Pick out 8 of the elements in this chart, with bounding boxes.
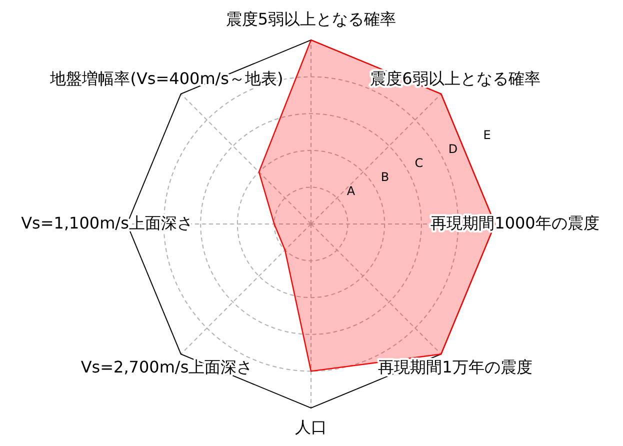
y-tick-label: E (483, 128, 491, 142)
y-tick-label: C (414, 156, 424, 170)
y-tick-label: A (346, 184, 356, 198)
spoke-label: 再現期間1000年の震度 (430, 213, 600, 232)
spoke-label: 震度5弱以上となる確率 (226, 9, 396, 28)
y-tick-label: B (380, 170, 390, 184)
spoke-label: 人口 (295, 417, 327, 436)
y-tick-label: D (448, 142, 458, 156)
